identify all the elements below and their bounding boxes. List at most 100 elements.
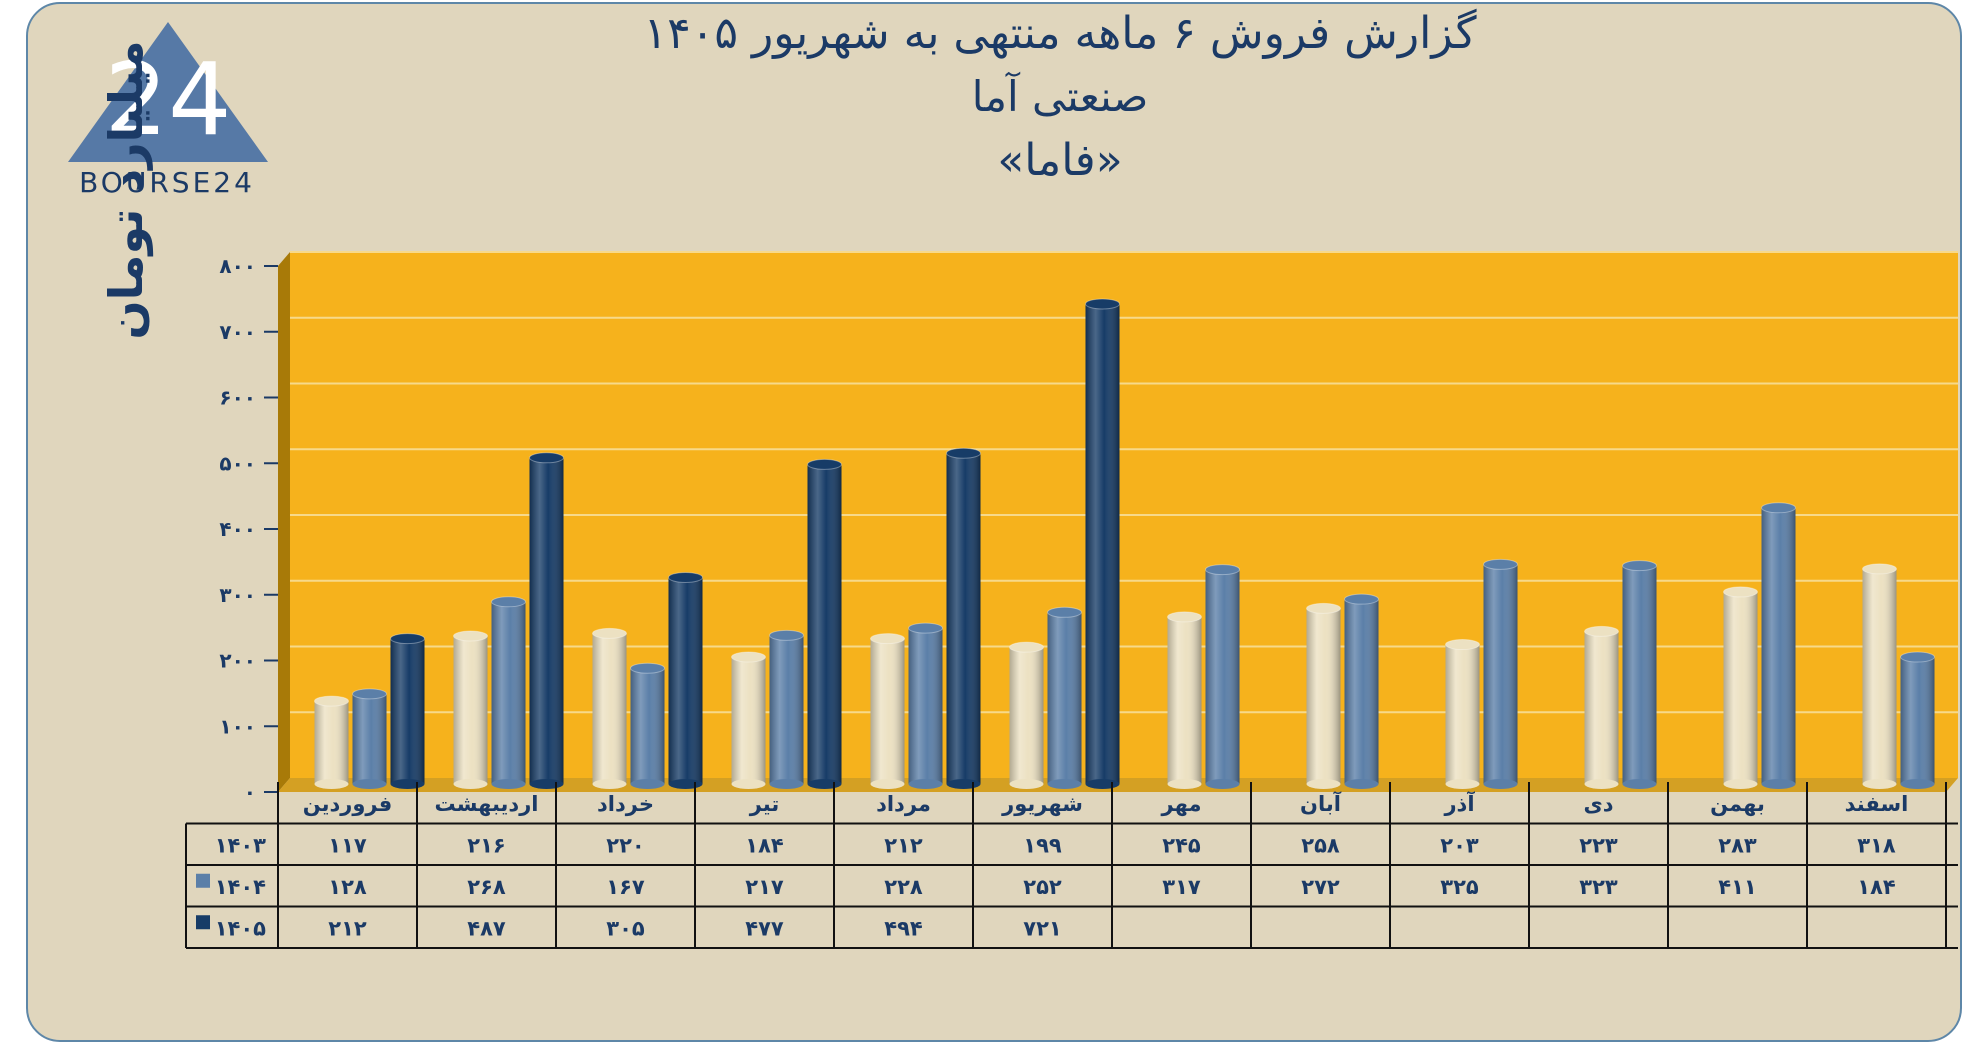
y-tick-label: ۰ — [244, 780, 256, 804]
bar-top — [1862, 563, 1897, 575]
y-tick-label: ۲۰۰ — [219, 649, 256, 673]
data-value-label: ۲۲۰ — [606, 833, 644, 857]
bar-base — [870, 779, 905, 789]
bar-base — [668, 779, 703, 789]
bar-base — [1584, 779, 1619, 789]
bar-base — [946, 779, 981, 789]
data-value-label: ۴۸۷ — [467, 916, 506, 940]
logo-text: BOURSE24 — [79, 166, 255, 199]
chart-subtitle-company: صنعتی آما — [971, 72, 1149, 121]
bar-base — [390, 779, 425, 789]
bourse24-logo: 24 — [68, 22, 268, 162]
legend-swatch — [196, 873, 210, 888]
bar — [314, 695, 349, 789]
bar-top — [807, 458, 842, 470]
x-category-label: دی — [1583, 792, 1613, 816]
bar — [946, 447, 981, 789]
bar-shading — [769, 635, 804, 784]
data-value-label: ۴۱۱ — [1718, 875, 1756, 899]
data-value-label: ۲۵۸ — [1301, 833, 1340, 857]
bar-shading — [731, 657, 766, 784]
bar — [908, 622, 943, 789]
bar-shading — [870, 638, 905, 784]
bar — [453, 630, 488, 789]
y-tick-label: ۱۰۰ — [219, 714, 256, 738]
bar-base — [1862, 779, 1897, 789]
x-category-label: مرداد — [876, 792, 931, 816]
bar-top — [630, 662, 665, 674]
bar-shading — [1205, 569, 1240, 784]
bar-top — [1622, 560, 1657, 572]
legend-swatch — [196, 915, 210, 930]
bar-base — [1085, 779, 1120, 789]
bar-shading — [390, 638, 425, 784]
bar-top — [870, 633, 905, 645]
bar — [1445, 639, 1480, 789]
bar-base — [731, 779, 766, 789]
bar-shading — [352, 693, 387, 784]
bar-shading — [1306, 608, 1341, 784]
data-value-label: ۳۲۳ — [1579, 875, 1618, 899]
bar — [529, 452, 564, 789]
bar-top — [946, 447, 981, 459]
bar — [390, 633, 425, 789]
legend-series-label: ۱۴۰۴ — [215, 875, 266, 899]
bar-top — [1047, 606, 1082, 618]
data-value-label: ۱۹۹ — [1023, 833, 1062, 857]
bar-shading — [807, 464, 842, 784]
x-category-label: آبان — [1300, 791, 1342, 816]
bar-shading — [630, 668, 665, 784]
bar-top — [1584, 625, 1619, 637]
bar-top — [1483, 558, 1518, 570]
bar — [592, 627, 627, 789]
data-value-label: ۲۲۳ — [1579, 833, 1618, 857]
bar-top — [769, 629, 804, 641]
bar-top — [1085, 298, 1120, 310]
bar-top — [668, 571, 703, 583]
bar-top — [1167, 611, 1202, 623]
x-category-label: خرداد — [597, 792, 654, 816]
bar-top — [1900, 651, 1935, 663]
x-category-label: آذر — [1443, 791, 1475, 816]
data-value-label: ۴۹۴ — [884, 916, 923, 940]
bar-base — [769, 779, 804, 789]
data-value-label: ۷۲۱ — [1023, 916, 1061, 940]
bar-base — [1723, 779, 1758, 789]
bar-shading — [1900, 657, 1935, 784]
logo-triangle — [68, 22, 268, 162]
bar-base — [1344, 779, 1379, 789]
data-value-label: ۱۸۴ — [1857, 875, 1896, 899]
bar-shading — [1167, 616, 1202, 784]
data-value-label: ۲۲۸ — [884, 875, 923, 899]
data-value-label: ۲۸۳ — [1718, 833, 1757, 857]
bar — [731, 651, 766, 789]
y-tick-label: ۸۰۰ — [219, 254, 256, 278]
bar-top — [529, 452, 564, 464]
data-value-label: ۱۱۷ — [328, 833, 367, 857]
bar-base — [491, 779, 526, 789]
bar — [1205, 564, 1240, 789]
chart-subtitle-ticker: «فاما» — [997, 135, 1123, 186]
bar-top — [314, 695, 349, 707]
bar-shading — [1009, 647, 1044, 784]
x-category-label: اسفند — [1845, 792, 1909, 816]
bar-base — [1047, 779, 1082, 789]
bar-base — [453, 779, 488, 789]
x-category-label: بهمن — [1710, 792, 1765, 816]
bar-shading — [1862, 568, 1897, 784]
bar-shading — [491, 601, 526, 784]
bar — [1306, 602, 1341, 789]
bar-shading — [1584, 631, 1619, 784]
bar-top — [1205, 564, 1240, 576]
bar-shading — [908, 628, 943, 784]
bar-top — [592, 627, 627, 639]
bar — [1723, 586, 1758, 789]
data-value-label: ۴۷۷ — [745, 916, 784, 940]
bar-base — [630, 779, 665, 789]
bar — [1761, 502, 1796, 789]
data-value-label: ۱۸۴ — [745, 833, 784, 857]
bar-top — [1445, 639, 1480, 651]
bar — [1622, 560, 1657, 789]
bar-shading — [314, 701, 349, 784]
